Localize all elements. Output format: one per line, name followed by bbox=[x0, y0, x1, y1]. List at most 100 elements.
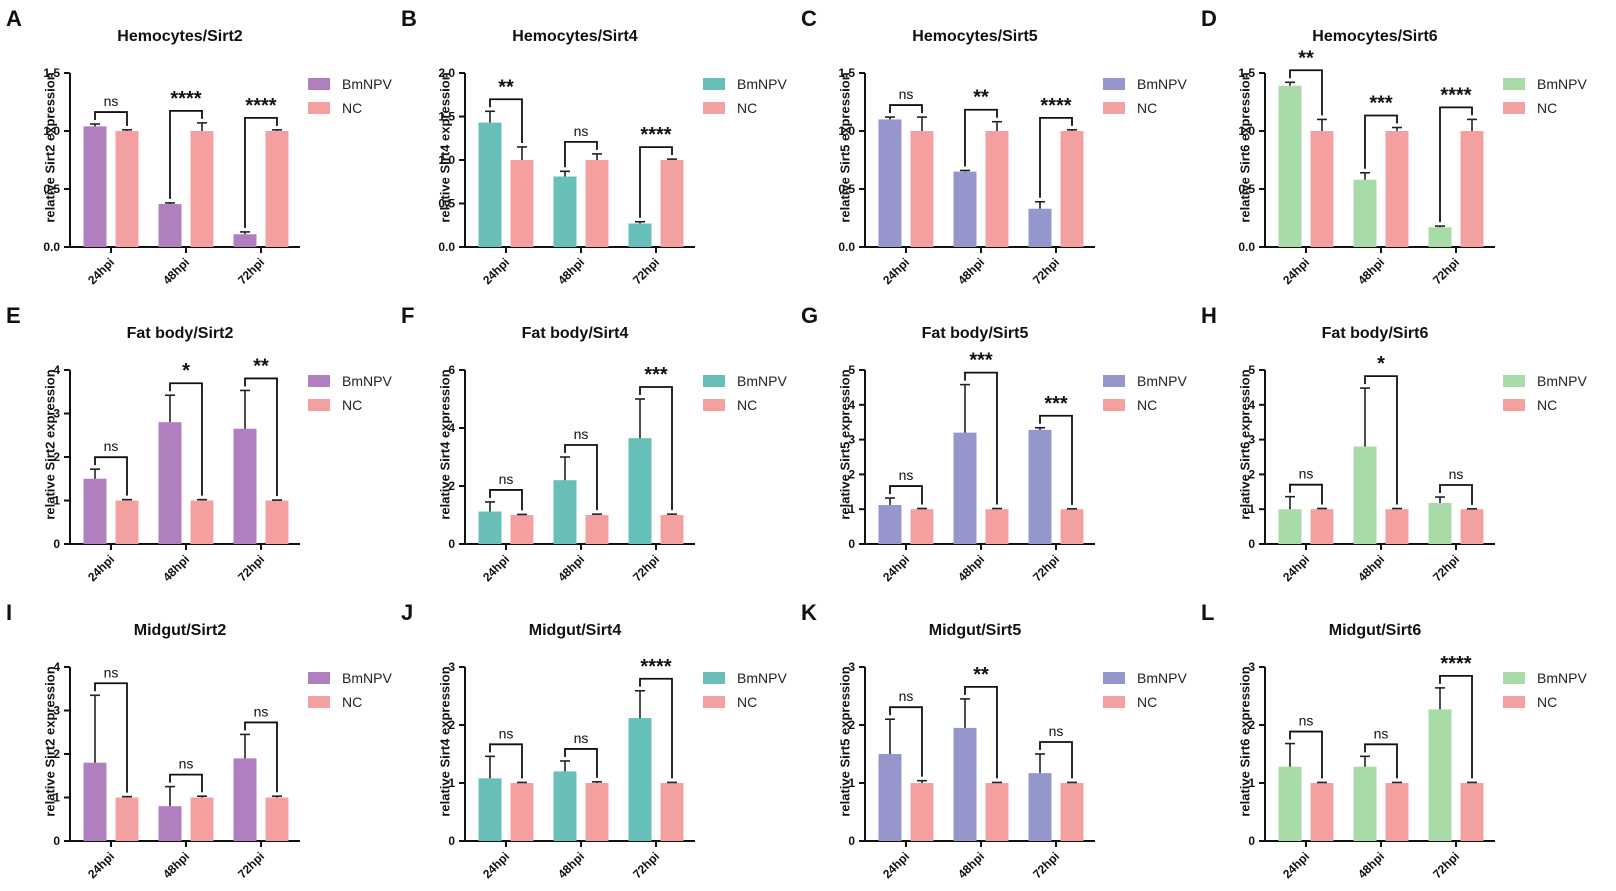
nc-bar-72hpi bbox=[265, 500, 289, 544]
bmnpv-bar-24hpi bbox=[878, 505, 902, 544]
chart-svg: 0 1 2 3 24hpi ns 48hpi ns 72hpi **** bbox=[1248, 653, 1495, 881]
significance-bracket bbox=[1289, 483, 1323, 505]
significance-label: **** bbox=[1040, 95, 1071, 117]
y-axis-label: relative Sirt4 expression bbox=[437, 666, 453, 817]
significance-label: **** bbox=[1440, 84, 1471, 106]
x-tick-label: 72hpi bbox=[235, 849, 267, 881]
significance-bracket bbox=[639, 386, 673, 511]
bmnpv-bar-72hpi bbox=[233, 428, 257, 544]
y-axis-label: relative Sirt4 expression bbox=[437, 72, 453, 223]
legend-swatch bbox=[703, 399, 725, 411]
x-tick-label: 48hpi bbox=[555, 255, 587, 287]
nc-bar-72hpi bbox=[1460, 131, 1484, 247]
y-tick-label: 0 bbox=[448, 834, 455, 848]
legend-item-bmnpv: BmNPV bbox=[308, 666, 392, 690]
nc-bar-24hpi bbox=[910, 509, 934, 544]
legend-label: BmNPV bbox=[342, 76, 392, 92]
significance-bracket bbox=[169, 109, 203, 199]
nc-bar-24hpi bbox=[1310, 509, 1334, 544]
y-tick-label: 3 bbox=[1248, 433, 1255, 447]
legend-label: NC bbox=[342, 694, 363, 710]
legend-item-nc: NC bbox=[703, 690, 787, 714]
significance-bracket bbox=[639, 146, 673, 218]
y-tick-label: 3 bbox=[848, 660, 855, 674]
legend-item-nc: NC bbox=[1103, 690, 1187, 714]
bmnpv-bar-48hpi bbox=[158, 422, 182, 544]
legend-swatch bbox=[1103, 375, 1125, 387]
y-axis-label: relative Sirt6 expression bbox=[1237, 72, 1253, 223]
legend: BmNPV NC bbox=[1503, 72, 1587, 120]
legend-label: NC bbox=[737, 100, 758, 116]
bmnpv-bar-48hpi bbox=[553, 480, 577, 544]
legend: BmNPV NC bbox=[1503, 666, 1587, 714]
legend: BmNPV NC bbox=[1103, 666, 1187, 714]
significance-bracket bbox=[564, 748, 598, 778]
significance-label: ns bbox=[1449, 466, 1464, 482]
y-tick-label: 4 bbox=[448, 421, 455, 435]
y-tick-label: 3 bbox=[448, 660, 455, 674]
significance-label: *** bbox=[1044, 393, 1068, 415]
significance-bracket bbox=[889, 104, 923, 114]
significance-label: *** bbox=[969, 350, 993, 372]
nc-bar-48hpi bbox=[585, 515, 609, 544]
significance-label: ns bbox=[574, 730, 589, 746]
significance-bracket bbox=[244, 377, 278, 497]
y-tick-label: 0.0 bbox=[1238, 240, 1255, 254]
significance-label: *** bbox=[1369, 93, 1393, 115]
bmnpv-bar-24hpi bbox=[83, 762, 107, 841]
nc-bar-24hpi bbox=[510, 515, 534, 544]
x-tick-label: 72hpi bbox=[630, 552, 662, 584]
chart-title: Midgut/Sirt2 bbox=[133, 622, 227, 639]
y-tick-label: 1.5 bbox=[838, 66, 855, 80]
y-tick-label: 5 bbox=[848, 363, 855, 377]
chart-svg: 0 1 2 3 4 24hpi ns 48hpi * 72hpi ** bbox=[53, 355, 300, 584]
x-tick-label: 48hpi bbox=[160, 552, 192, 584]
chart-panel-d: 0.0 0.5 1.0 1.5 24hpi ** 48hpi *** 72hpi **** D Hem… bbox=[1195, 0, 1595, 297]
chart-title: Fat body/Sirt2 bbox=[126, 325, 234, 342]
legend-swatch bbox=[308, 399, 330, 411]
y-tick-label: 4 bbox=[53, 363, 60, 377]
y-tick-label: 1.5 bbox=[1238, 66, 1255, 80]
y-tick-label: 2 bbox=[53, 450, 60, 464]
bmnpv-bar-48hpi bbox=[1353, 179, 1377, 247]
bmnpv-bar-72hpi bbox=[1428, 709, 1452, 841]
significance-bracket bbox=[1439, 106, 1473, 223]
y-tick-label: 1 bbox=[1248, 502, 1255, 516]
y-tick-label: 2 bbox=[848, 467, 855, 481]
x-tick-label: 48hpi bbox=[955, 552, 987, 584]
significance-label: ** bbox=[1298, 47, 1314, 69]
chart-title: Hemocytes/Sirt4 bbox=[512, 28, 638, 45]
x-tick-label: 48hpi bbox=[160, 255, 192, 287]
legend-item-nc: NC bbox=[308, 96, 392, 120]
x-tick-label: 72hpi bbox=[235, 552, 267, 584]
bmnpv-bar-72hpi bbox=[1028, 208, 1052, 247]
nc-bar-72hpi bbox=[660, 783, 684, 841]
y-axis-label: relative Sirt6 expression bbox=[1237, 369, 1253, 520]
x-tick-label: 24hpi bbox=[1280, 552, 1312, 584]
chart-panel-c: 0.0 0.5 1.0 1.5 24hpi ns 48hpi ** 72hpi **** C Hemo… bbox=[795, 0, 1195, 297]
nc-bar-72hpi bbox=[660, 160, 684, 247]
chart-title: Midgut/Sirt6 bbox=[1328, 622, 1422, 639]
panel-letter: A bbox=[6, 6, 22, 31]
legend-item-bmnpv: BmNPV bbox=[1103, 666, 1187, 690]
legend-label: NC bbox=[1137, 100, 1158, 116]
bmnpv-bar-48hpi bbox=[158, 806, 182, 841]
significance-label: * bbox=[1377, 353, 1385, 375]
panel-letter: F bbox=[401, 303, 415, 328]
y-tick-label: 0 bbox=[53, 834, 60, 848]
legend-item-nc: NC bbox=[1503, 393, 1587, 417]
nc-bar-72hpi bbox=[1060, 783, 1084, 841]
y-tick-label: 2 bbox=[53, 747, 60, 761]
nc-bar-48hpi bbox=[1385, 783, 1409, 841]
panel-letter: H bbox=[1201, 303, 1217, 328]
significance-label: ns bbox=[574, 426, 589, 442]
bmnpv-bar-24hpi bbox=[1278, 85, 1302, 247]
panel-letter: B bbox=[401, 6, 417, 31]
bmnpv-bar-48hpi bbox=[553, 176, 577, 247]
x-tick-label: 24hpi bbox=[880, 849, 912, 881]
bmnpv-bar-72hpi bbox=[628, 438, 652, 544]
legend-label: NC bbox=[1537, 100, 1558, 116]
y-tick-label: 1.0 bbox=[1238, 124, 1255, 138]
legend-swatch bbox=[1103, 696, 1125, 708]
x-tick-label: 72hpi bbox=[1030, 255, 1062, 287]
